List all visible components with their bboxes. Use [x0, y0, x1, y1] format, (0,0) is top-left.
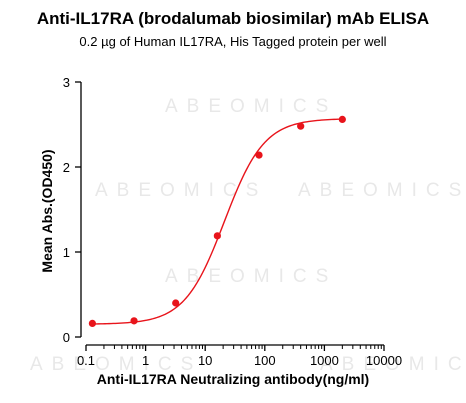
- data-point: [297, 122, 305, 130]
- data-point: [338, 115, 346, 123]
- y-tick-label: 2: [63, 160, 70, 175]
- watermark: ABEOMICS: [165, 96, 337, 117]
- watermark: ABEOMICS: [165, 266, 337, 287]
- data-point: [172, 299, 180, 307]
- x-tick-label: 1000: [310, 353, 339, 368]
- x-ticks: 0.1 1 10 100 1000 10000: [77, 345, 402, 368]
- x-tick-label: 10000: [366, 353, 402, 368]
- watermark: ABEOMICS: [298, 180, 466, 201]
- data-point: [88, 319, 96, 327]
- chart-title: Anti-IL17RA (brodalumab biosimilar) mAb …: [37, 9, 429, 28]
- y-axis-label: Mean Abs.(OD450): [39, 149, 55, 272]
- plot-area: [88, 115, 346, 327]
- x-tick-label: 100: [254, 353, 276, 368]
- data-point: [130, 317, 138, 325]
- watermark: ABEOMICS: [320, 354, 466, 375]
- chart-subtitle: 0.2 µg of Human IL17RA, His Tagged prote…: [79, 34, 386, 49]
- x-axis-label: Anti-IL17RA Neutralizing antibody(ng/ml): [97, 371, 369, 387]
- x-tick-label: 10: [198, 353, 212, 368]
- y-tick-label: 0: [63, 330, 70, 345]
- data-point: [255, 151, 263, 159]
- y-ticks: 0 1 2 3: [63, 75, 81, 345]
- y-tick-label: 1: [63, 245, 70, 260]
- x-tick-label: 1: [142, 353, 149, 368]
- y-tick-label: 3: [63, 75, 70, 90]
- x-tick-label: 0.1: [77, 353, 95, 368]
- watermark: ABEOMICS: [30, 354, 202, 375]
- watermark: ABEOMICS: [95, 180, 267, 201]
- data-point: [213, 232, 221, 240]
- watermark-layer: ABEOMICS ABEOMICS ABEOMICS ABEOMICS ABEO…: [30, 96, 466, 375]
- fit-curve: [92, 118, 343, 325]
